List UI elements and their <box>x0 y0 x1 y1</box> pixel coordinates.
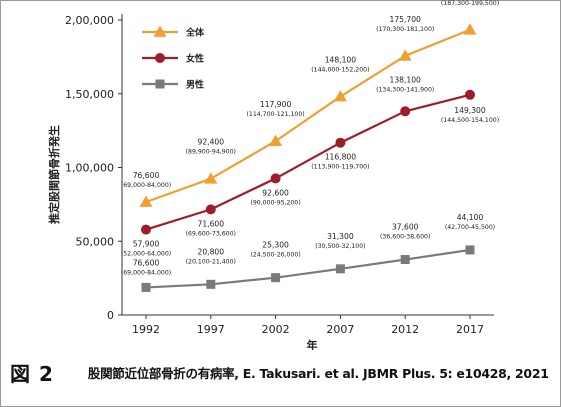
x-tick-label: 2002 <box>262 323 290 336</box>
data-label-ci: (20,100-21,400) <box>186 258 236 265</box>
x-axis-title: 年 <box>307 338 318 350</box>
data-point-square <box>400 255 410 265</box>
x-tick-label: 1992 <box>132 323 160 336</box>
data-label-ci: (69,600-73,600) <box>186 230 236 237</box>
data-point-circle <box>465 89 475 100</box>
hip-fracture-line-chart: 0 50,000 1,00,000 1,50,000 2,00,000 1992 1997 2… <box>47 0 499 350</box>
data-point-circle <box>205 204 216 215</box>
y-tick-label: 0 <box>107 309 114 322</box>
data-point-triangle <box>269 134 283 146</box>
data-label-ci: (69,000-84,000) <box>121 269 171 276</box>
data-label-ci: (144,500-154,100) <box>441 117 499 124</box>
data-label-value: 138,100 <box>389 75 421 84</box>
legend-marker-square <box>155 79 165 89</box>
data-label-value: 148,100 <box>325 56 357 65</box>
data-label-ci: (187,300-199,500) <box>441 0 499 7</box>
data-point-triangle <box>463 23 477 35</box>
data-label-value: 92,400 <box>198 138 225 147</box>
data-label-value: 149,300 <box>454 106 486 115</box>
series-line-circle <box>145 93 471 231</box>
y-tick-label: 1,00,000 <box>65 162 114 175</box>
legend-marker-triangle <box>153 25 167 37</box>
data-point-square <box>335 264 345 274</box>
legend-label: 全体 <box>185 27 205 39</box>
data-label-value: 25,300 <box>262 241 289 250</box>
data-label-ci: (36,600-38,600) <box>380 234 430 241</box>
data-point-triangle <box>398 49 412 61</box>
data-point-circle <box>335 137 346 148</box>
data-label-ci: (24,500-26,000) <box>250 252 300 259</box>
data-label-value: 31,300 <box>327 232 354 241</box>
y-tick-label: 2,00,000 <box>65 14 114 27</box>
data-label-ci: (89,900-94,900) <box>186 149 236 156</box>
data-point-square <box>206 279 216 289</box>
series-line-square <box>145 248 471 289</box>
legend-marker-circle <box>155 53 165 63</box>
data-point-square <box>465 245 475 255</box>
legend-label: 男性 <box>186 79 204 91</box>
data-label-value: 71,600 <box>198 219 225 228</box>
data-point-square <box>271 273 281 283</box>
data-label-ci: (134,300-141,900) <box>376 86 434 93</box>
data-label-ci: (90,000-95,200) <box>250 199 300 206</box>
data-label-ci: (30,500-32,100) <box>315 243 365 250</box>
data-label-value: 92,600 <box>262 188 289 197</box>
data-label-value: 57,900 <box>133 240 160 249</box>
data-point-circle <box>400 106 411 117</box>
data-label-value: 76,600 <box>133 258 160 267</box>
y-axis-title: 推定股関節骨折発生 <box>47 125 61 224</box>
figure-number: 図 2 <box>10 361 54 386</box>
data-point-circle <box>141 224 151 235</box>
data-label-ci: (170,300-181,100) <box>376 26 434 33</box>
data-point-triangle <box>139 195 153 207</box>
series-line-triangle <box>145 28 471 204</box>
data-label-value: 117,900 <box>260 100 292 109</box>
data-point-triangle <box>204 172 218 184</box>
y-tick-label: 50,000 <box>76 235 115 248</box>
figure-caption: 図 2 股関節近位部骨折の有病率, E. Takusari. et al. JB… <box>10 352 555 392</box>
legend-label: 女性 <box>186 53 204 65</box>
data-point-square <box>141 282 151 292</box>
data-label-value: 37,600 <box>392 223 419 232</box>
data-label-value: 76,600 <box>133 171 160 180</box>
data-label-ci: (52,000-64,000) <box>121 251 171 258</box>
caption-text: 股関節近位部骨折の有病率, E. Takusari. et al. JBMR P… <box>87 365 549 381</box>
x-tick-label: 1997 <box>197 323 225 336</box>
x-tick-label: 2017 <box>456 323 484 336</box>
data-label-value: 175,700 <box>389 15 421 24</box>
data-label-ci: (42,700-45,500) <box>445 224 495 231</box>
data-label-value: 116,800 <box>325 153 357 162</box>
data-label-value: 20,800 <box>198 247 225 256</box>
x-tick-label: 2012 <box>391 323 419 336</box>
data-point-triangle <box>333 90 347 102</box>
data-label-ci: (144,000-152,200) <box>311 67 369 74</box>
data-label-ci: (114,700-121,100) <box>246 111 304 118</box>
data-label-value: 44,100 <box>457 213 484 222</box>
x-tick-label: 2007 <box>326 323 354 336</box>
data-label-ci: (69,000-84,000) <box>121 182 171 189</box>
y-tick-label: 1,50,000 <box>65 88 114 101</box>
data-point-circle <box>270 173 281 184</box>
data-label-ci: (113,900-119,700) <box>311 164 369 171</box>
